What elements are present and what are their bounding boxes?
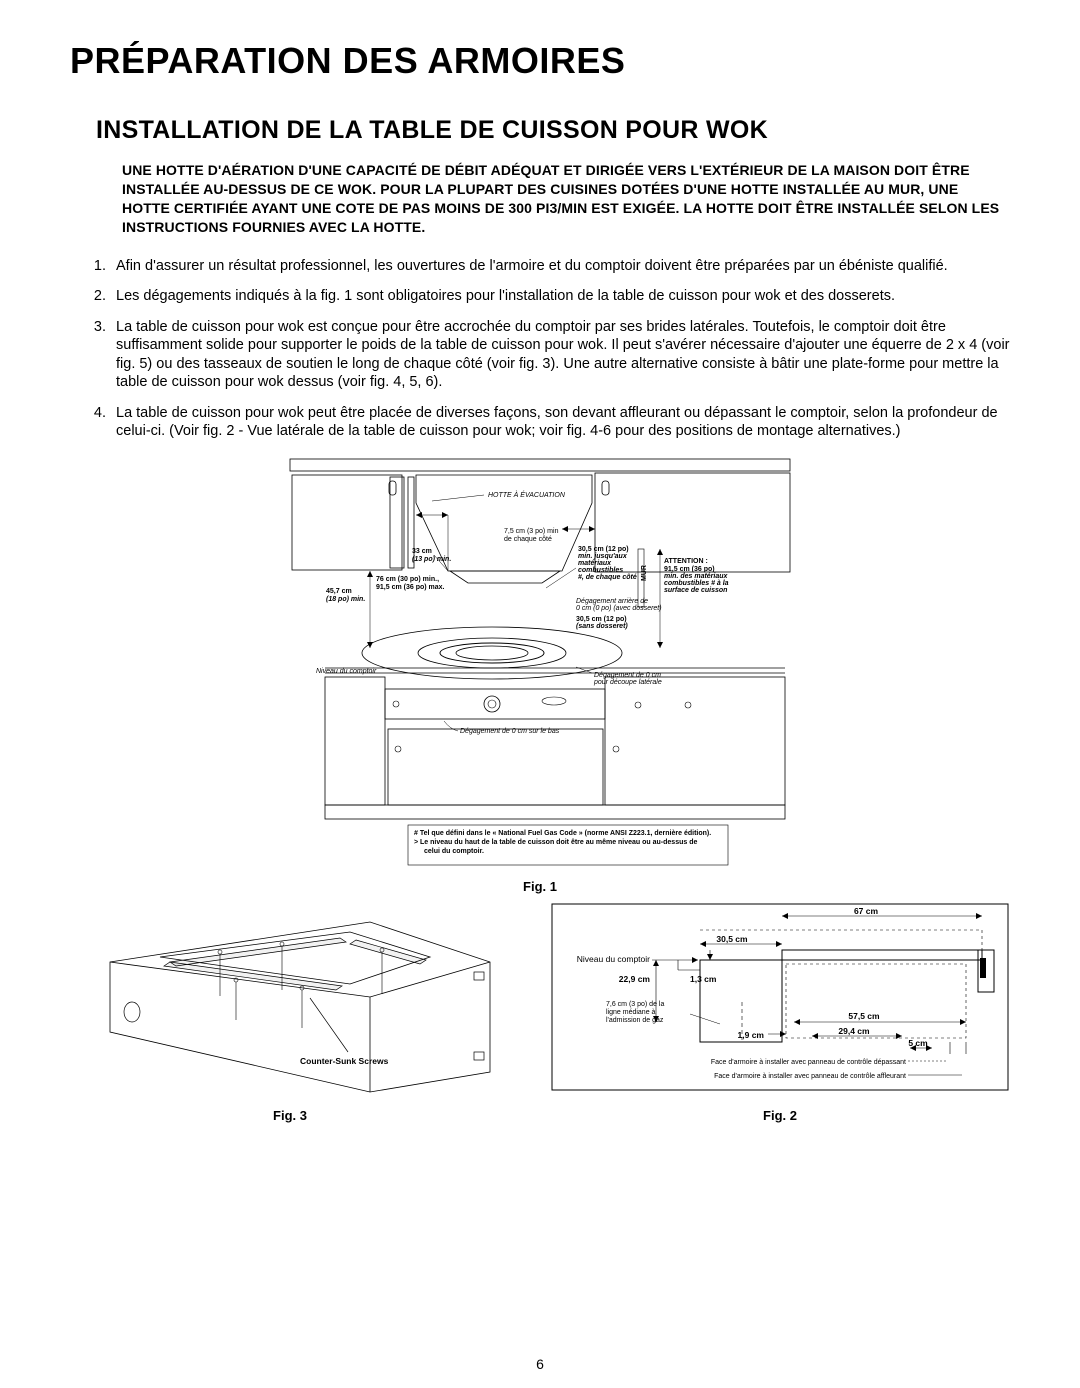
fig2-67-label: 67 cm <box>854 906 879 916</box>
fig2-305-label: 30,5 cm <box>716 934 748 944</box>
fig2-575-label: 57,5 cm <box>848 1011 880 1021</box>
fig2-gasinlet-label: 7,6 cm (3 po) de la ligne médiane à l'ad… <box>606 1001 666 1024</box>
steps-list: Afin d'assurer un résultat professionnel… <box>88 257 1010 441</box>
fig2-13-label: 1,3 cm <box>690 974 717 984</box>
page-number: 6 <box>0 1356 1080 1372</box>
warning-paragraph: UNE HOTTE D'AÉRATION D'UNE CAPACITÉ DE D… <box>122 161 1010 237</box>
page-title: PRÉPARATION DES ARMOIRES <box>70 40 1010 82</box>
figure-3: Counter-Sunk Screws Fig. 3 <box>70 902 510 1123</box>
step-2: Les dégagements indiqués à la fig. 1 son… <box>110 287 1010 306</box>
fig1-topside-label: 7,5 cm (3 po) minde chaque côté <box>504 528 559 543</box>
fig2-294-label: 29,4 cm <box>838 1026 870 1036</box>
fig1-width-label: 33 cm(13 po) min. <box>412 548 451 563</box>
fig1-combustibles-label: 30,5 cm (12 po) min. jusqu'aux matériaux… <box>578 546 637 581</box>
fig1-hoodrange-label: 76 cm (30 po) min.,91,5 cm (36 po) max. <box>376 576 445 591</box>
fig2-face-flush-label: Face d'armoire à installer avec panneau … <box>714 1073 906 1080</box>
figure-2-svg: 67 cm 30,5 cm Niveau du comptoir <box>550 902 1010 1102</box>
fig1-attention-title: ATTENTION : <box>664 558 708 565</box>
fig1-bottomclear-label: Dégagement de 0 cm sur le bas <box>460 728 560 735</box>
fig1-sidecutout-label: Dégagement de 0 cm pour découpe latérale <box>593 672 663 686</box>
figure-2: 67 cm 30,5 cm Niveau du comptoir <box>550 902 1010 1123</box>
step-3: La table de cuisson pour wok est conçue … <box>110 318 1010 392</box>
fig1-attention-body: 91,5 cm (36 po) min. des matériaux combu… <box>664 566 731 594</box>
fig1-rearclear-label: Dégagement arrière de 0 cm (0 po) (avec … <box>576 598 662 612</box>
figure-3-caption: Fig. 3 <box>70 1108 510 1123</box>
step-1: Afin d'assurer un résultat professionnel… <box>110 257 1010 276</box>
figure-3-svg: Counter-Sunk Screws <box>70 902 510 1102</box>
fig2-5-label: 5 cm <box>908 1038 928 1048</box>
fig2-229-label: 22,9 cm <box>619 974 651 984</box>
fig1-mur-label: MUR <box>641 565 648 581</box>
figure-2-caption: Fig. 2 <box>550 1108 1010 1123</box>
fig2-face-overhang-label: Face d'armoire à installer avec panneau … <box>711 1059 906 1066</box>
fig1-rearclear2-label: 30,5 cm (12 po) (sans dosseret) <box>576 616 629 630</box>
fig1-counterlevel-label: Niveau du comptoir <box>316 668 377 675</box>
fig1-leftdepth-label: 45,7 cm(18 po) min. <box>326 588 365 603</box>
fig2-19-label: 1,9 cm <box>738 1030 765 1040</box>
fig2-counterlevel-label: Niveau du comptoir <box>577 954 650 964</box>
figure-1: HOTTE À ÉVACUATION 7,5 cm (3 po) minde c… <box>280 453 800 894</box>
figure-1-caption: Fig. 1 <box>280 879 800 894</box>
step-4: La table de cuisson pour wok peut être p… <box>110 404 1010 441</box>
fig3-screws-label: Counter-Sunk Screws <box>300 1056 389 1066</box>
figure-1-svg: HOTTE À ÉVACUATION 7,5 cm (3 po) minde c… <box>280 453 800 873</box>
section-title: INSTALLATION DE LA TABLE DE CUISSON POUR… <box>96 116 1010 145</box>
fig1-footnote: # Tel que défini dans le « National Fuel… <box>414 830 713 855</box>
fig1-hotte-label: HOTTE À ÉVACUATION <box>488 490 566 499</box>
